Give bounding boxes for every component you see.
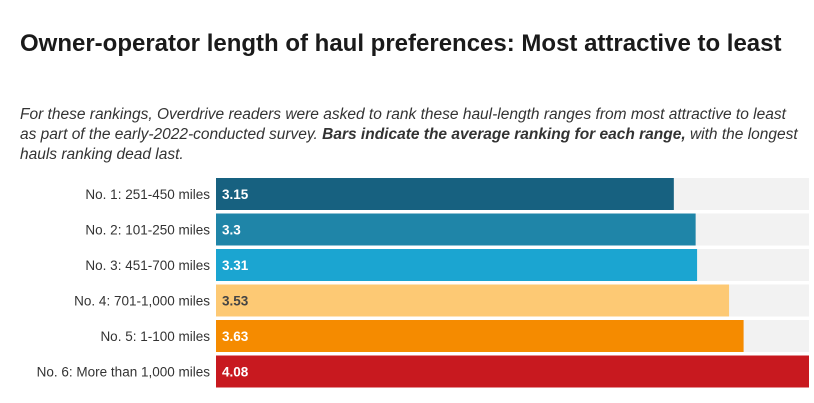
bar: [216, 284, 730, 317]
category-label: No. 1: 251-450 miles: [85, 187, 210, 202]
value-label: 3.3: [222, 223, 241, 238]
value-label: 4.08: [222, 365, 249, 380]
category-label: No. 4: 701-1,000 miles: [74, 294, 210, 309]
bar: [216, 249, 698, 281]
chart-subtitle: For these rankings, Overdrive readers we…: [20, 105, 805, 165]
subtitle-text-1: For these rankings, Overdrive readers we…: [20, 106, 786, 143]
bar: [216, 178, 674, 210]
value-label: 3.15: [222, 187, 249, 202]
subtitle-text-2: with the longest hauls ranking dead last…: [20, 126, 798, 163]
bar: [216, 320, 744, 352]
bar: [216, 355, 809, 388]
category-label: No. 3: 451-700 miles: [85, 258, 210, 273]
category-label: No. 2: 101-250 miles: [85, 223, 210, 238]
chart-title: Owner-operator length of haul preference…: [20, 30, 782, 57]
bar: [216, 213, 696, 246]
value-label: 3.31: [222, 258, 249, 273]
category-label: No. 6: More than 1,000 miles: [37, 365, 211, 380]
value-label: 3.53: [222, 294, 249, 309]
subtitle-bold-text: Bars indicate the average ranking for ea…: [322, 126, 686, 143]
category-label: No. 5: 1-100 miles: [100, 329, 210, 344]
value-label: 3.63: [222, 329, 249, 344]
